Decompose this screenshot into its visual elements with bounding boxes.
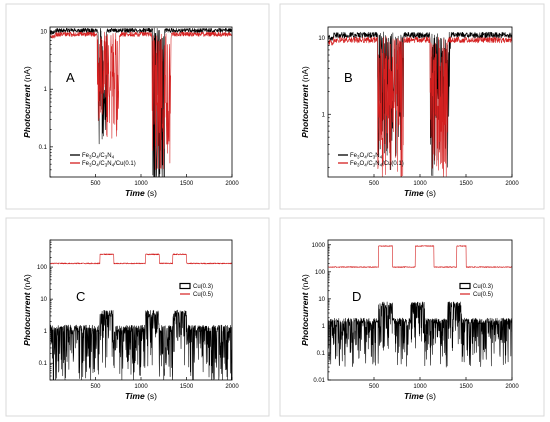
x-tick-label: 1500	[459, 181, 473, 187]
y-tick-label: 0.1	[39, 145, 48, 151]
x-tick-label: 1000	[413, 181, 427, 187]
x-tick-label: 1000	[413, 384, 427, 390]
panel-d-border	[279, 217, 545, 417]
series-line-b-2	[328, 36, 512, 177]
x-axis-title: Time (s)	[125, 391, 157, 401]
y-tick-label: 1	[322, 112, 326, 118]
legend-entry: Cu(0.3)	[193, 284, 213, 290]
x-axis-title: Time (s)	[404, 188, 436, 198]
x-tick-label: 500	[90, 181, 101, 187]
x-tick-label: 1000	[134, 384, 148, 390]
legend-entry: Fe3O4/C3N4	[350, 153, 383, 160]
series-line-a-2	[50, 31, 232, 170]
y-tick-label: 10	[40, 30, 47, 36]
y-tick-label: 0.1	[317, 351, 326, 357]
chart-panel-b: 500 1000 1500 2000 1 10 Time (s) Photocurrent (…	[300, 26, 519, 198]
legend-swatch	[459, 282, 471, 290]
x-axis-title: Time (s)	[125, 188, 157, 198]
panel-label-b: B	[344, 70, 353, 85]
panel-a-border	[5, 3, 270, 210]
y-tick-label: 0.01	[313, 378, 325, 384]
y-tick-label: 10	[40, 297, 47, 303]
legend-entry: Cu(0.5)	[193, 292, 213, 298]
x-tick-label: 2000	[225, 181, 239, 187]
x-axis-title: Time (s)	[404, 391, 436, 401]
y-tick-label: 1	[44, 329, 48, 335]
x-tick-label: 1500	[180, 181, 194, 187]
series-line-b-1	[328, 31, 512, 177]
y-axis-title: Photocurrent (nA)	[22, 274, 32, 346]
panel-label-d: D	[352, 289, 361, 304]
x-tick-label: 500	[90, 384, 101, 390]
x-tick-label: 1000	[134, 181, 148, 187]
y-tick-label: 0.1	[39, 361, 48, 367]
series-line-c-1	[50, 309, 232, 380]
legend-entry: Fe3O4/C3N4/Cu(0.1)	[82, 161, 136, 168]
x-tick-label: 2000	[225, 384, 239, 390]
x-tick-label: 500	[369, 181, 380, 187]
y-tick-label: 1	[44, 87, 48, 93]
legend-entry: Cu(0.3)	[473, 284, 493, 290]
series-line-d-2	[328, 245, 512, 268]
series-line-c-2	[50, 253, 232, 265]
chart-panel-a: 500 1000 1500 2000 0.1 1 10 Time (s) Photocurren…	[22, 26, 239, 198]
y-tick-label: 10	[318, 36, 325, 42]
panel-c-border	[5, 217, 270, 417]
y-tick-label: 10	[318, 297, 325, 303]
panel-label-c: C	[76, 289, 85, 304]
y-tick-label: 1000	[312, 243, 326, 249]
x-tick-label: 2000	[505, 384, 519, 390]
y-axis-title: Photocurrent (nA)	[22, 66, 32, 138]
panel-b-border	[279, 3, 545, 210]
y-axis-title: Photocurrent (nA)	[300, 66, 310, 138]
chart-panel-c: 500 1000 1500 2000 0.1 1 10 100 Time (s) Photocur…	[22, 239, 239, 401]
series-line-d-1	[328, 301, 512, 368]
legend-entry: Fe3O4/C3N4/Cu(0.1)	[350, 161, 404, 168]
x-tick-label: 1500	[180, 384, 194, 390]
legend-swatch	[179, 282, 191, 290]
x-tick-label: 1500	[459, 384, 473, 390]
x-tick-label: 500	[369, 384, 380, 390]
legend-entry: Fe3O4/C3N4	[82, 153, 115, 160]
y-tick-label: 100	[37, 265, 48, 271]
legend-entry: Cu(0.5)	[473, 292, 493, 298]
y-axis-title: Photocurrent (nA)	[300, 274, 310, 346]
y-tick-label: 100	[315, 270, 326, 276]
panel-label-a: A	[66, 70, 75, 85]
series-line-a-1	[50, 27, 232, 177]
x-tick-label: 2000	[505, 181, 519, 187]
y-tick-label: 1	[322, 324, 326, 330]
